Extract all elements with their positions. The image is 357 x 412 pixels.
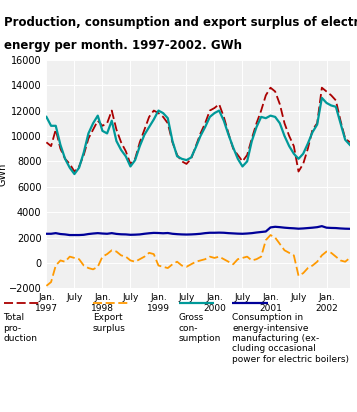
Text: energy per month. 1997-2002. GWh: energy per month. 1997-2002. GWh <box>4 39 242 52</box>
Y-axis label: GWh: GWh <box>0 162 7 186</box>
Text: Total
pro-
duction: Total pro- duction <box>4 313 37 343</box>
Text: Gross
con-
sumption: Gross con- sumption <box>178 313 221 343</box>
Text: Production, consumption and export surplus of electric: Production, consumption and export surpl… <box>4 16 357 28</box>
Text: Consumption in
energy-intensive
manufacturing (ex-
cluding occasional
power for : Consumption in energy-intensive manufact… <box>232 313 349 364</box>
Text: Export
surplus: Export surplus <box>93 313 126 332</box>
